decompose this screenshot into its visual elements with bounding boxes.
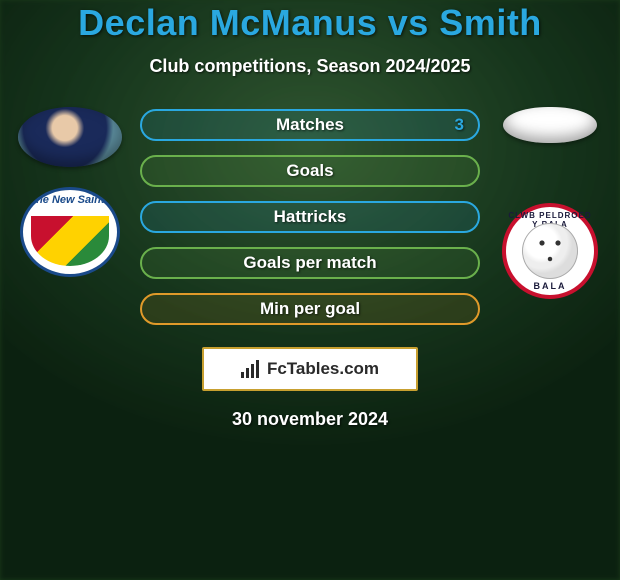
page-subtitle: Club competitions, Season 2024/2025 bbox=[149, 56, 470, 77]
bar-chart-icon bbox=[241, 360, 259, 378]
club-badge-left: The New Saints bbox=[20, 187, 120, 271]
stat-label: Hattricks bbox=[274, 207, 347, 227]
main-row: The New Saints Matches 3 Goals Hattricks Goa… bbox=[0, 107, 620, 325]
stat-label: Min per goal bbox=[260, 299, 360, 319]
club-badge-right: CLWB PELDROED Y BALA BALA bbox=[502, 203, 598, 299]
stat-row: Hattricks bbox=[140, 201, 480, 233]
left-column: The New Saints bbox=[10, 107, 130, 271]
stat-row: Goals per match bbox=[140, 247, 480, 279]
stat-row: Goals bbox=[140, 155, 480, 187]
football-icon bbox=[522, 223, 578, 279]
right-column: CLWB PELDROED Y BALA BALA bbox=[490, 107, 610, 299]
stats-list: Matches 3 Goals Hattricks Goals per match Min… bbox=[140, 109, 480, 325]
stat-row: Matches 3 bbox=[140, 109, 480, 141]
page-title: Declan McManus vs Smith bbox=[78, 2, 542, 44]
stat-label: Goals bbox=[286, 161, 333, 181]
stat-value-right: 3 bbox=[455, 115, 464, 135]
tns-badge-text: The New Saints bbox=[23, 194, 117, 206]
tns-badge-icon: The New Saints bbox=[20, 187, 120, 277]
date-text: 30 november 2024 bbox=[232, 409, 388, 430]
stat-label: Goals per match bbox=[243, 253, 376, 273]
stat-label: Matches bbox=[276, 115, 344, 135]
player-photo-left bbox=[18, 107, 122, 167]
brand-box: FcTables.com bbox=[202, 347, 418, 391]
player-photo-right bbox=[503, 107, 597, 143]
brand-text: FcTables.com bbox=[267, 359, 379, 379]
bala-ring-bottom: BALA bbox=[508, 281, 592, 291]
comparison-card: Declan McManus vs Smith Club competition… bbox=[0, 0, 620, 430]
stat-row: Min per goal bbox=[140, 293, 480, 325]
